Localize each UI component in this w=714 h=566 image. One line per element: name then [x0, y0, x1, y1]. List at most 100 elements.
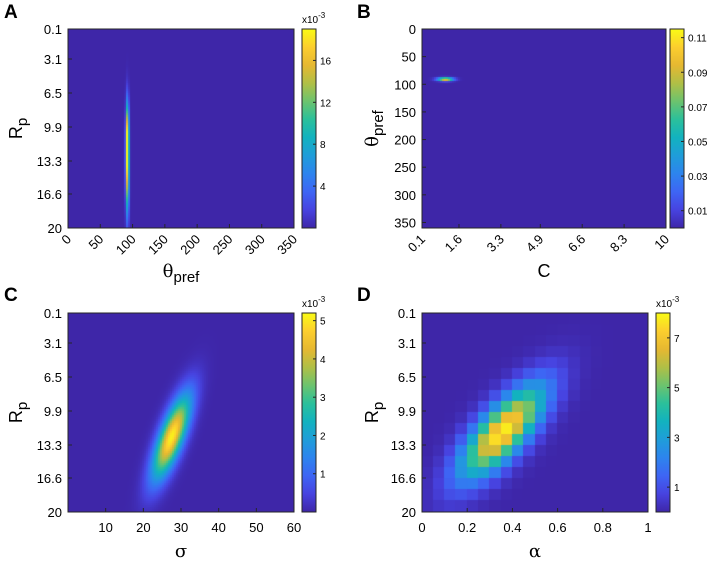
x-tick-label: 8.3	[607, 232, 630, 255]
colorbar-scale-exponent: -3	[318, 295, 326, 304]
y-axis-label-main: θ	[362, 136, 383, 147]
heatmap-raster	[68, 29, 294, 228]
colorbar	[669, 28, 685, 229]
y-tick-label: 9.9	[398, 404, 416, 419]
colorbar-scale-exponent: -3	[672, 295, 680, 304]
x-axis-label: θpref	[163, 261, 201, 286]
colorbar-tick-label: 3	[674, 433, 680, 444]
y-axis-label: Rp	[362, 402, 387, 423]
colorbar-tick-label: 0.11	[688, 34, 707, 45]
colorbar-scale-base: x10	[302, 15, 319, 26]
y-tick-label: 16.6	[391, 471, 416, 486]
panel-c: C 10 20 30 40 50 60 0.1 3.1 6.5 9.9 13.3 16.6 20 σ Rp 1…	[4, 285, 326, 562]
y-tick-label: 13.3	[391, 438, 416, 453]
y-axis-label-sub: pref	[370, 109, 387, 136]
y-tick-label: 200	[394, 133, 416, 148]
x-axis-label: C	[538, 261, 551, 281]
y-tick-label: 350	[394, 215, 416, 230]
panel-letter: C	[4, 285, 18, 306]
x-tick-label: 30	[174, 520, 188, 535]
y-tick-label: 6.5	[398, 370, 416, 385]
x-tick-label: 1	[644, 520, 651, 535]
colorbar-scale-label: x10-3	[656, 295, 680, 310]
plot-frame	[67, 28, 295, 229]
x-tick-label: 250	[210, 232, 236, 258]
y-tick-label: 300	[394, 188, 416, 203]
x-axis-label: σ	[175, 541, 187, 562]
colorbar	[301, 312, 317, 513]
plot-frame	[421, 312, 649, 513]
x-tick-label: 50	[249, 520, 263, 535]
x-tick-label: 6.6	[565, 232, 588, 255]
colorbar	[655, 312, 671, 513]
y-tick-label: 0	[409, 22, 416, 37]
colorbar-scale-exponent: -3	[318, 11, 326, 20]
heatmap-raster	[68, 313, 294, 512]
y-axis-label-sub: p	[14, 402, 31, 410]
heatmap-raster	[422, 29, 666, 228]
x-tick-label: 4.9	[523, 232, 546, 255]
y-tick-label: 16.6	[37, 187, 62, 202]
heatmap-raster	[422, 313, 648, 512]
y-tick-label: 150	[394, 105, 416, 120]
colorbar-tick-label: 1	[674, 483, 680, 494]
colorbar-tick-label: 4	[320, 355, 326, 366]
colorbar	[301, 28, 317, 229]
colorbar-tick-label: 2	[320, 431, 326, 442]
heatmap-area	[68, 29, 294, 228]
x-tick-label: 40	[211, 520, 225, 535]
y-tick-label: 20	[402, 505, 416, 520]
x-tick-label: 150	[145, 232, 171, 258]
panel-a: A 0 50 100 150 200 250 300 3500.13.16.59.913.31…	[4, 2, 332, 286]
y-tick-label: 20	[48, 221, 62, 236]
y-axis-label-main: R	[6, 410, 26, 423]
y-tick-label: 0.1	[44, 22, 62, 37]
colorbar-tick-label: 0.01	[688, 207, 708, 218]
x-tick-label: 0.8	[594, 520, 612, 535]
heatmap-area	[68, 313, 294, 512]
y-tick-label: 20	[48, 505, 62, 520]
colorbar-tick-label: 1	[320, 470, 326, 481]
plot-frame	[421, 28, 667, 229]
x-tick-label: 0.2	[458, 520, 476, 535]
y-axis-label: Rp	[6, 402, 31, 423]
y-tick-label: 50	[402, 50, 416, 65]
x-tick-label: 350	[274, 232, 300, 258]
x-tick-label: 10	[651, 232, 672, 253]
x-tick-label: 0.4	[503, 520, 521, 535]
heatmap-area	[422, 313, 648, 512]
x-tick-label: 100	[113, 232, 139, 258]
x-tick-label: 1.6	[442, 232, 465, 255]
colorbar-tick-label: 5	[320, 317, 326, 328]
y-tick-label: 0.1	[398, 306, 416, 321]
y-tick-label: 13.3	[37, 438, 62, 453]
y-tick-label: 6.5	[44, 86, 62, 101]
y-axis-label-main: R	[362, 410, 382, 423]
x-axis-label-main: θ	[163, 261, 174, 282]
x-tick-label: 200	[177, 232, 203, 258]
x-axis-label-main: σ	[175, 541, 187, 562]
x-axis-label-main: α	[529, 541, 541, 562]
colorbar-scale-base: x10	[656, 299, 673, 310]
y-tick-label: 9.9	[44, 404, 62, 419]
x-axis-label: α	[529, 541, 541, 562]
colorbar-tick-label: 12	[320, 98, 332, 109]
x-tick-label: 300	[242, 232, 268, 258]
y-axis-label: Rp	[6, 118, 31, 139]
y-tick-label: 100	[394, 77, 416, 92]
colorbar-scale-label: x10-3	[302, 11, 326, 26]
colorbar-tick-label: 8	[320, 140, 326, 151]
y-axis-label-main: R	[6, 126, 26, 139]
colorbar-scale-base: x10	[302, 299, 319, 310]
y-tick-label: 16.6	[37, 471, 62, 486]
colorbar-tick-label: 0.03	[688, 172, 708, 183]
x-axis-label-sub: pref	[173, 269, 200, 286]
panel-letter: B	[357, 2, 371, 23]
x-tick-label: 3.3	[484, 232, 507, 255]
x-tick-label: 50	[86, 232, 107, 253]
colorbar-tick-label: 16	[320, 56, 332, 67]
panel-letter: D	[357, 285, 371, 306]
colorbar-tick-label: 7	[674, 334, 680, 345]
x-tick-label: 20	[136, 520, 150, 535]
